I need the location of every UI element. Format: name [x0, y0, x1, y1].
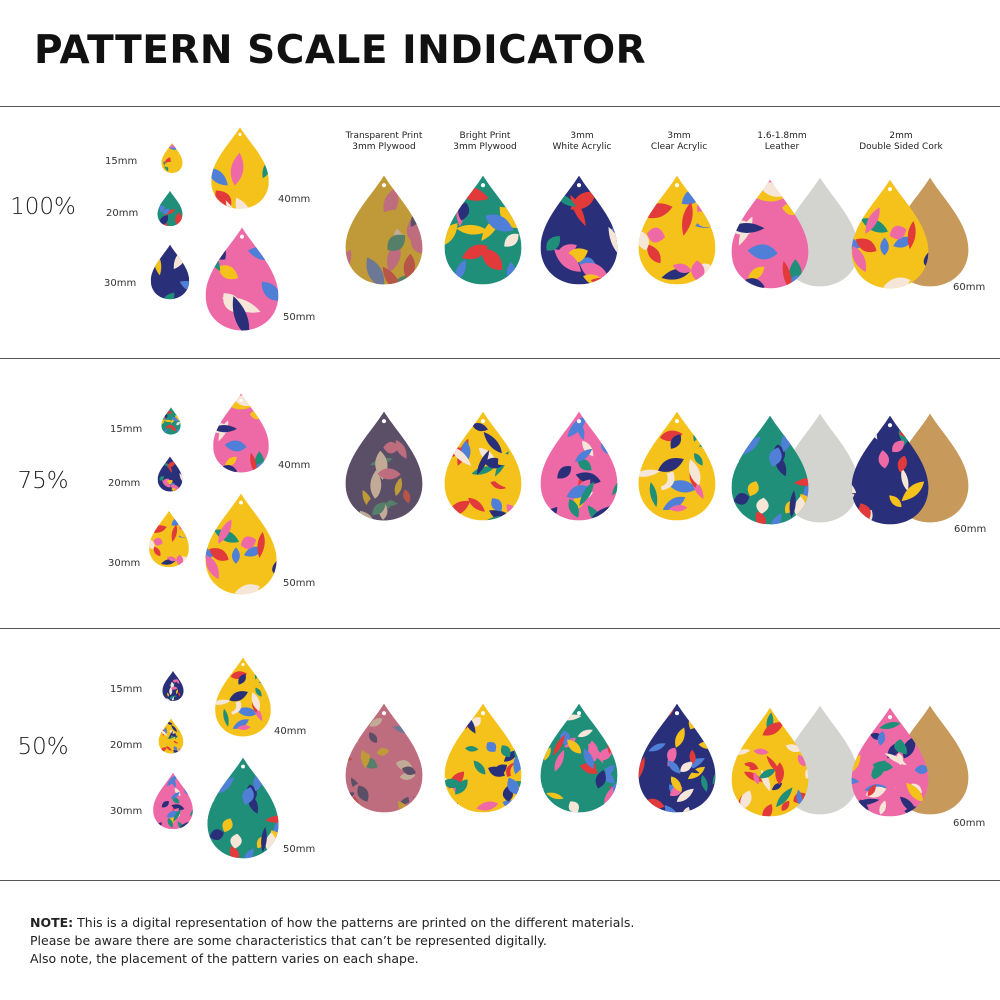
divider-bottom: [0, 880, 1000, 881]
sample-50mm-drop: [204, 226, 280, 332]
sample-20mm-drop: [158, 718, 184, 754]
scale-band-75: 75% 15mm 20mm 30mm 40mm 50mm 60mm: [0, 358, 1000, 628]
scale-band-100: 100% 15mm 20mm 30mm 40mm 50mm 60mm: [0, 106, 1000, 358]
material-line1: 3mm: [667, 131, 691, 141]
material-header-leather: 1.6-1.8mm Leather: [722, 131, 842, 153]
drop-white-acrylic: [539, 410, 619, 522]
sample-15mm-drop: [161, 142, 183, 174]
scale-label: 50%: [17, 734, 69, 760]
size-label-20mm: 20mm: [110, 740, 143, 751]
drop-leather: [730, 706, 810, 818]
size-label-60mm: 60mm: [953, 818, 986, 829]
note-line-3: Also note, the placement of the pattern …: [30, 951, 419, 966]
drop-transparent-plywood: [344, 174, 424, 286]
divider-2: [0, 628, 1000, 629]
page-title: PATTERN SCALE INDICATOR: [34, 28, 647, 73]
size-label-20mm: 20mm: [106, 208, 139, 219]
sample-30mm-drop: [148, 510, 190, 568]
size-label-60mm: 60mm: [953, 282, 986, 293]
material-line2: Leather: [764, 142, 800, 152]
drop-cork: [850, 414, 930, 526]
drop-cork: [850, 706, 930, 818]
size-label-50mm: 50mm: [283, 312, 316, 323]
size-label-60mm: 60mm: [954, 524, 987, 535]
note-line-1: NOTE: This is a digital representation o…: [30, 914, 634, 932]
drop-leather: [730, 178, 810, 290]
sample-15mm-drop: [162, 670, 184, 702]
material-line1: Transparent Print: [345, 131, 423, 141]
sample-30mm-drop: [152, 772, 194, 830]
note-line-2: Please be aware there are some character…: [30, 933, 547, 948]
material-header-cork: 2mm Double Sided Cork: [841, 131, 961, 153]
drop-transparent-plywood: [344, 410, 424, 522]
material-line1: 2mm: [889, 131, 913, 141]
size-label-15mm: 15mm: [110, 424, 143, 435]
sample-20mm-drop: [157, 456, 183, 492]
sample-50mm-drop: [206, 756, 280, 860]
drop-cork: [850, 178, 930, 290]
size-label-50mm: 50mm: [283, 844, 316, 855]
material-line2: Double Sided Cork: [859, 142, 943, 152]
drop-white-acrylic: [539, 702, 619, 814]
note-text-1: This is a digital representation of how …: [73, 915, 635, 930]
divider-top: [0, 106, 1000, 107]
drop-leather: [730, 414, 810, 526]
sample-40mm-drop: [212, 392, 270, 474]
drop-clear-acrylic: [637, 702, 717, 814]
divider-1: [0, 358, 1000, 359]
size-label-30mm: 30mm: [110, 806, 143, 817]
note-bold: NOTE:: [30, 915, 74, 930]
scale-label: 100%: [10, 194, 76, 220]
material-header-white-acrylic: 3mm White Acrylic: [522, 131, 642, 153]
sample-40mm-drop: [214, 656, 272, 738]
material-line1: 1.6-1.8mm: [757, 131, 807, 141]
size-label-40mm: 40mm: [278, 194, 311, 205]
sample-40mm-drop: [210, 126, 270, 210]
drop-white-acrylic: [539, 174, 619, 286]
material-header-bright-plywood: Bright Print 3mm Plywood: [425, 131, 545, 153]
size-label-50mm: 50mm: [283, 578, 316, 589]
material-header-clear-acrylic: 3mm Clear Acrylic: [619, 131, 739, 153]
drop-clear-acrylic: [637, 174, 717, 286]
material-line2: Clear Acrylic: [650, 142, 708, 152]
drop-bright-plywood: [443, 702, 523, 814]
material-line1: Bright Print: [459, 131, 511, 141]
size-label-30mm: 30mm: [108, 558, 141, 569]
size-label-40mm: 40mm: [278, 460, 311, 471]
sample-30mm-drop: [150, 244, 190, 300]
size-label-40mm: 40mm: [274, 726, 307, 737]
sample-15mm-drop: [161, 406, 181, 436]
size-label-30mm: 30mm: [104, 278, 137, 289]
drop-clear-acrylic: [637, 410, 717, 522]
material-header-transparent-plywood: Transparent Print 3mm Plywood: [324, 131, 444, 153]
material-line2: 3mm Plywood: [352, 142, 416, 152]
size-label-15mm: 15mm: [110, 684, 143, 695]
material-line2: 3mm Plywood: [453, 142, 517, 152]
size-label-15mm: 15mm: [105, 156, 138, 167]
sample-20mm-drop: [157, 190, 183, 227]
material-line1: 3mm: [570, 131, 594, 141]
sample-50mm-drop: [204, 492, 278, 596]
material-line2: White Acrylic: [552, 142, 612, 152]
scale-label: 75%: [17, 468, 69, 494]
drop-bright-plywood: [443, 410, 523, 522]
drop-bright-plywood: [443, 174, 523, 286]
note-block: NOTE: This is a digital representation o…: [30, 914, 634, 968]
drop-transparent-plywood: [344, 702, 424, 814]
scale-band-50: 50% 15mm 20mm 30mm 40mm 50mm 60mm: [0, 628, 1000, 880]
size-label-20mm: 20mm: [108, 478, 141, 489]
